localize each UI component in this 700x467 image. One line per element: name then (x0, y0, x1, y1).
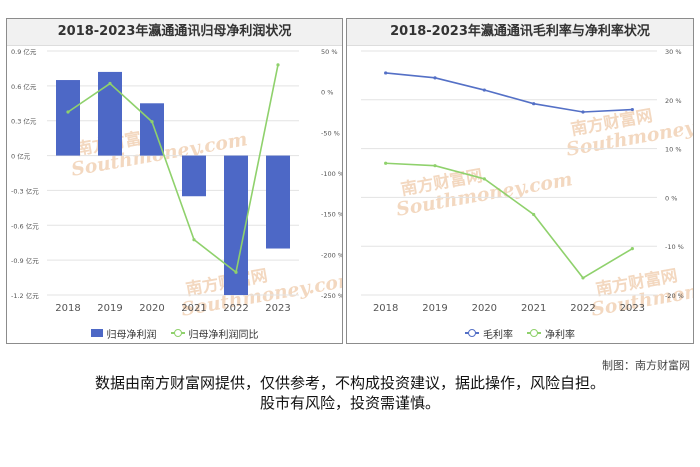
net-margin-line (385, 162, 633, 279)
net-profit-yoy-point (276, 63, 280, 67)
disclaimer: 数据由南方财富网提供，仅供参考，不构成投资建议，据此操作，风险自担。 股市有风险… (0, 373, 700, 413)
net-profit-yoy-point (192, 238, 196, 242)
net-margin-point (581, 276, 585, 280)
line-marker-icon (527, 328, 541, 338)
x-tick-label: 2022 (570, 303, 595, 314)
x-tick-label: 2018 (373, 303, 398, 314)
net-profit-bar (266, 155, 290, 249)
legend-item-net-margin[interactable]: 净利率 (527, 326, 575, 341)
x-tick-label: 2018 (55, 303, 80, 314)
y-left-tick-label: 0.3 亿元 (11, 117, 37, 126)
net-profit-legend: 归母净利润 归母净利润同比 (7, 325, 342, 341)
y-right-tick-label: 0 % (321, 89, 333, 97)
disclaimer-line-2: 股市有风险，投资需谨慎。 (259, 394, 440, 412)
net-profit-bar (182, 155, 206, 197)
y-left-tick-label: 0.6 亿元 (11, 82, 37, 91)
legend-label-net-profit-yoy: 归母净利润同比 (188, 329, 259, 341)
y-left-tick-label: -0.6 亿元 (11, 221, 39, 230)
legend-label-net-profit: 归母净利润 (106, 329, 157, 341)
y-right-tick-label: 50 % (321, 48, 338, 56)
x-tick-label: 2019 (97, 303, 122, 314)
bar-swatch-icon (90, 329, 103, 337)
y-tick-label: 10 % (665, 146, 682, 154)
net-profit-yoy-line (67, 64, 279, 274)
net-profit-chart-title: 2018-2023年瀛通通讯归母净利润状况 (7, 19, 342, 46)
y-right-tick-label: -150 % (321, 211, 342, 219)
net-profit-yoy-point (234, 270, 238, 274)
margin-chart-title: 2018-2023年瀛通通讯毛利率与净利率状况 (347, 19, 693, 46)
y-right-tick-label: -100 % (321, 170, 342, 178)
margin-legend: 毛利率 净利率 (347, 325, 693, 341)
net-profit-bar (56, 80, 80, 156)
line-marker-icon (170, 328, 185, 338)
net-margin-point (532, 212, 536, 217)
y-tick-label: 0 % (665, 194, 677, 202)
net-profit-bar (98, 71, 122, 156)
net-profit-yoy-point (150, 120, 154, 124)
disclaimer-line-1: 数据由南方财富网提供，仅供参考，不构成投资建议，据此操作，风险自担。 (94, 374, 605, 392)
x-tick-label: 2021 (521, 303, 546, 314)
net-margin-point (384, 161, 388, 165)
gross-margin-point (581, 110, 585, 114)
y-right-tick-label: -250 % (321, 292, 342, 300)
y-tick-label: 30 % (665, 48, 682, 56)
legend-label-gross-margin: 毛利率 (483, 329, 513, 341)
legend-item-net-profit[interactable]: 归母净利润 (90, 326, 157, 341)
net-profit-chart-panel: 2018-2023年瀛通通讯归母净利润状况 南方财富网Southmoney.co… (6, 18, 343, 344)
y-tick-label: -10 % (665, 243, 684, 251)
y-tick-label: -20 % (665, 292, 684, 300)
net-margin-point (482, 177, 486, 181)
y-left-tick-label: -0.9 亿元 (11, 256, 39, 265)
x-tick-label: 2021 (181, 303, 206, 314)
x-tick-label: 2022 (223, 303, 248, 314)
gross-margin-point (384, 71, 388, 75)
y-left-tick-label: -0.3 亿元 (11, 186, 39, 195)
chart-credit: 制图：南方财富网 (602, 359, 690, 372)
legend-item-gross-margin[interactable]: 毛利率 (465, 326, 513, 341)
net-profit-bar (224, 155, 248, 295)
y-left-tick-label: 0 亿元 (11, 152, 31, 161)
x-tick-label: 2020 (139, 303, 164, 314)
gross-margin-point (532, 102, 536, 106)
y-right-tick-label: -200 % (321, 251, 342, 259)
y-left-tick-label: -1.2 亿元 (11, 291, 39, 300)
margin-chart-panel: 2018-2023年瀛通通讯毛利率与净利率状况 南方财富网 Southmoney.… (346, 18, 694, 344)
x-tick-label: 2023 (265, 303, 290, 314)
legend-label-net-margin: 净利率 (545, 329, 575, 341)
legend-item-net-profit-yoy[interactable]: 归母净利润同比 (170, 326, 259, 341)
x-tick-label: 2023 (620, 303, 645, 314)
gross-margin-line (385, 72, 633, 113)
y-right-tick-label: -50 % (321, 129, 340, 137)
line-marker-icon (465, 328, 479, 338)
net-profit-bar (140, 103, 164, 156)
x-tick-label: 2020 (472, 303, 497, 314)
gross-margin-point (482, 88, 486, 92)
net-profit-chart: 南方财富网Southmoney.com南方财富网Southmoney.com0.… (11, 47, 342, 321)
y-tick-label: 20 % (665, 97, 682, 105)
y-left-tick-label: 0.9 亿元 (11, 47, 37, 56)
gross-margin-point (630, 107, 634, 112)
margin-chart: 南方财富网Southmoney.com南方财富网Southmoney.com南方… (361, 48, 693, 321)
gross-margin-point (433, 76, 437, 80)
net-profit-yoy-point (66, 110, 70, 114)
net-margin-point (630, 247, 634, 251)
net-margin-point (433, 164, 437, 168)
net-profit-yoy-point (108, 81, 112, 86)
x-tick-label: 2019 (422, 303, 447, 314)
